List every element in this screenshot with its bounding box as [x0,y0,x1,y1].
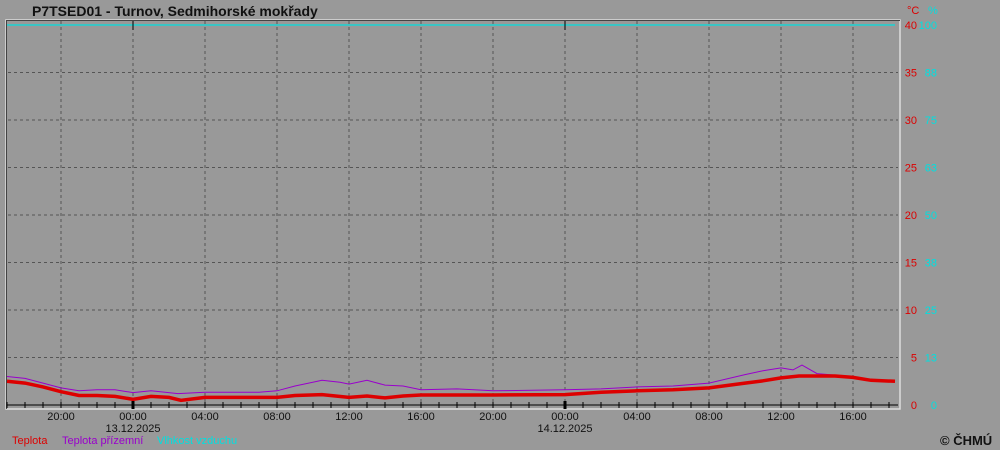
x-tick-label: 00:00 [119,411,147,423]
x-tick-label: 16:00 [407,411,435,423]
y-right-tick-label: 75 [925,115,937,127]
series-line-2 [6,364,896,395]
x-tick-label: 16:00 [839,411,867,423]
y-left-tick-label: 40 [905,20,917,32]
left-unit: °C [907,5,919,17]
midnight-marker [563,401,567,409]
y-left-tick-label: 15 [905,258,917,270]
midnight-marker [131,401,135,409]
x-tick-label: 20:00 [479,411,507,423]
y-right-tick-label: 0 [931,400,937,412]
x-tick-label: 12:00 [335,411,363,423]
x-tick-label: 00:00 [551,411,579,423]
y-right-tick-label: 50 [925,210,937,222]
y-right-tick-label: 25 [925,305,937,317]
y-left-tick-label: 5 [911,353,917,365]
x-date-label: 13.12.2025 [105,423,160,435]
x-tick-label: 04:00 [191,411,219,423]
y-right-tick-label: 13 [925,353,937,365]
x-tick-label: 20:00 [47,411,75,423]
legend-item: Teplota přízemní [62,435,143,447]
y-left-tick-label: 25 [905,163,917,175]
legend: Teplota Teplota přízemní Vlhkost vzduchu [12,435,237,447]
x-date-label: 14.12.2025 [537,423,592,435]
x-tick-label: 08:00 [695,411,723,423]
y-right-tick-label: 100 [919,20,937,32]
legend-item: Vlhkost vzduchu [157,435,237,447]
y-left-tick-label: 30 [905,115,917,127]
y-right-tick-label: 63 [925,163,937,175]
x-tick-label: 12:00 [767,411,795,423]
y-left-tick-label: 35 [905,68,917,80]
series-line-1 [6,374,896,403]
right-unit: % [928,5,938,17]
y-left-tick-label: 0 [911,400,917,412]
y-right-tick-label: 88 [925,68,937,80]
x-tick-label: 04:00 [623,411,651,423]
legend-item: Teplota [12,435,48,447]
y-left-tick-label: 20 [905,210,917,222]
copyright: © ČHMÚ [940,433,992,448]
y-left-tick-label: 10 [905,305,917,317]
x-tick-label: 08:00 [263,411,291,423]
chart-title: P7TSED01 - Turnov, Sedmihorské mokřady [32,3,318,19]
y-right-tick-label: 38 [925,258,937,270]
